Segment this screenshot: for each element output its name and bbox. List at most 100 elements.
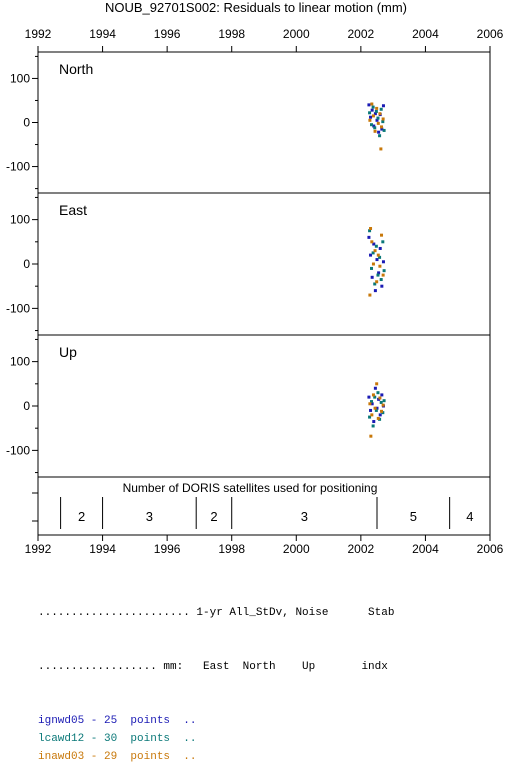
stats-table: ....................... 1-yr All_StDv, N… bbox=[38, 568, 395, 763]
data-point bbox=[369, 115, 373, 119]
data-point bbox=[378, 255, 382, 259]
data-point bbox=[370, 123, 374, 127]
data-point bbox=[372, 124, 376, 128]
x-tick-label-bottom: 1996 bbox=[154, 542, 181, 556]
data-point bbox=[370, 108, 374, 112]
data-point bbox=[381, 260, 385, 264]
data-point bbox=[370, 402, 374, 406]
data-point bbox=[371, 251, 375, 255]
data-point bbox=[373, 249, 377, 253]
y-tick-label: 0 bbox=[23, 257, 30, 271]
data-point bbox=[375, 106, 379, 110]
data-point bbox=[368, 402, 372, 406]
data-point bbox=[368, 293, 372, 297]
data-point bbox=[369, 408, 373, 412]
data-point bbox=[370, 266, 374, 270]
data-point bbox=[369, 253, 373, 257]
data-point bbox=[378, 396, 382, 400]
stats-row: ignwd05 - 25 points .. bbox=[38, 715, 197, 727]
data-point bbox=[376, 391, 380, 395]
x-tick-label-top: 2004 bbox=[412, 27, 439, 41]
data-point bbox=[372, 420, 376, 424]
data-point bbox=[370, 413, 374, 417]
data-point bbox=[374, 109, 378, 113]
data-point bbox=[381, 120, 385, 124]
data-point bbox=[380, 409, 384, 413]
chart-title: NOUB_92701S002: Residuals to linear moti… bbox=[105, 0, 407, 15]
chart-marks bbox=[367, 102, 386, 438]
panel-label-north: North bbox=[59, 61, 93, 77]
data-point bbox=[376, 116, 380, 120]
data-point bbox=[378, 264, 382, 268]
y-tick-label: 100 bbox=[10, 213, 30, 227]
data-point bbox=[373, 112, 377, 116]
data-point bbox=[373, 126, 377, 130]
data-point bbox=[378, 134, 382, 138]
data-point bbox=[369, 434, 373, 438]
x-tick-label-top: 1994 bbox=[89, 27, 116, 41]
data-point bbox=[372, 242, 376, 246]
data-point bbox=[380, 125, 384, 129]
data-point bbox=[368, 111, 372, 115]
satellite-count: 3 bbox=[146, 509, 153, 524]
data-point bbox=[367, 235, 371, 239]
data-point bbox=[371, 114, 375, 118]
satellite-count: 2 bbox=[210, 509, 217, 524]
data-point bbox=[373, 395, 377, 399]
data-point bbox=[378, 413, 382, 417]
satellite-count: 3 bbox=[301, 509, 308, 524]
data-point bbox=[377, 271, 381, 275]
data-point bbox=[373, 282, 377, 286]
data-point bbox=[379, 400, 383, 404]
stats-row: inawd03 - 29 points .. bbox=[38, 751, 197, 763]
stats-rows: ignwd05 - 25 points .. lcawd12 - 30 point… bbox=[38, 712, 394, 763]
data-point bbox=[375, 118, 379, 122]
data-point bbox=[375, 406, 379, 410]
data-point bbox=[375, 280, 379, 284]
satellite-count: 4 bbox=[466, 509, 473, 524]
data-point bbox=[369, 227, 373, 230]
data-point bbox=[373, 129, 377, 133]
data-point bbox=[382, 128, 386, 132]
data-point bbox=[371, 393, 375, 397]
stats-header-line-1: ....................... 1-yr All_StDv, N… bbox=[38, 607, 395, 619]
satellite-count: 2 bbox=[78, 509, 85, 524]
data-point bbox=[367, 395, 371, 399]
x-tick-label-bottom: 2002 bbox=[348, 542, 375, 556]
x-tick-label-top: 1992 bbox=[25, 27, 52, 41]
data-point bbox=[374, 408, 378, 412]
data-point bbox=[380, 393, 384, 397]
x-tick-label-bottom: 2000 bbox=[283, 542, 310, 556]
data-point bbox=[374, 244, 378, 248]
data-point bbox=[368, 415, 372, 419]
x-tick-label-bottom: 1998 bbox=[218, 542, 245, 556]
data-point bbox=[376, 416, 380, 420]
data-point bbox=[376, 121, 380, 125]
data-point bbox=[371, 424, 375, 428]
data-point bbox=[376, 253, 380, 257]
stats-row: lcawd12 - 30 points .. bbox=[38, 733, 197, 745]
x-tick-label-top: 1996 bbox=[154, 27, 181, 41]
y-tick-label: -100 bbox=[6, 443, 30, 457]
data-point bbox=[378, 112, 382, 116]
data-point bbox=[382, 269, 386, 273]
y-tick-label: 100 bbox=[10, 71, 30, 85]
data-point bbox=[371, 105, 375, 109]
x-tick-label-bottom: 1992 bbox=[25, 542, 52, 556]
data-point bbox=[373, 406, 377, 410]
data-point bbox=[370, 240, 374, 244]
data-point bbox=[368, 229, 372, 233]
data-point bbox=[368, 118, 372, 122]
data-point bbox=[376, 273, 380, 277]
panel-label-up: Up bbox=[59, 344, 77, 360]
data-point bbox=[370, 102, 374, 106]
data-point bbox=[381, 273, 385, 277]
satellite-count: 5 bbox=[410, 509, 417, 524]
x-tick-label-top: 2000 bbox=[283, 27, 310, 41]
data-point bbox=[370, 275, 374, 279]
x-tick-label-top: 2002 bbox=[348, 27, 375, 41]
x-tick-label-bottom: 1994 bbox=[89, 542, 116, 556]
y-tick-label: -100 bbox=[6, 301, 30, 315]
y-tick-label: -100 bbox=[6, 160, 30, 174]
data-point bbox=[381, 117, 385, 121]
